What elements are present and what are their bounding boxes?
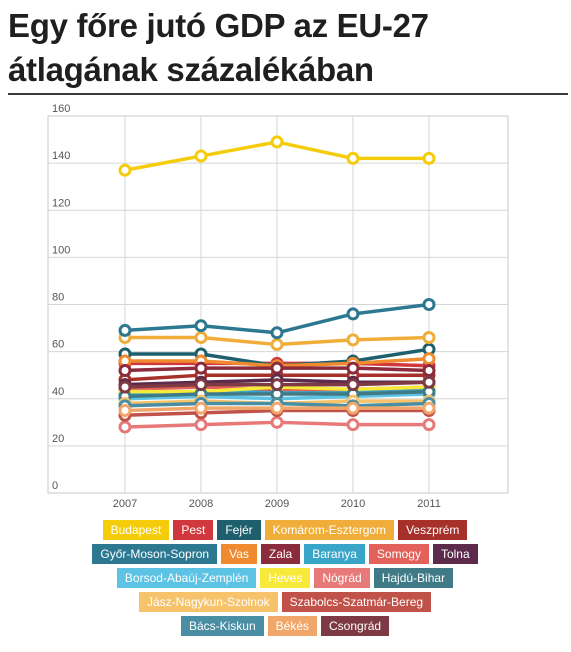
data-point [346, 361, 360, 375]
x-tick-label: 2009 [265, 498, 289, 510]
data-point [422, 298, 436, 311]
data-point [194, 330, 208, 344]
y-tick-label: 40 [52, 386, 64, 398]
legend-item: Zala [260, 544, 301, 564]
chart-title: Egy főre jutó GDP az EU-27 átlagának szá… [8, 4, 568, 92]
series-csongrád [118, 375, 436, 394]
series-nógrád [118, 415, 436, 434]
legend-item: Hajdú-Bihar [373, 568, 454, 588]
legend-item: Szabolcs-Szatmár-Bereg [281, 592, 432, 612]
legend-item: Nógrád [314, 568, 370, 588]
data-point [194, 319, 208, 333]
y-tick-label: 160 [52, 103, 70, 115]
legend-item: Veszprém [398, 520, 468, 540]
data-point [118, 380, 132, 394]
data-point [194, 361, 208, 375]
data-point [346, 151, 360, 165]
data-point [118, 363, 132, 377]
legend-row: Budapest Pest Fejér Komárom-Esztergom Veszpr… [30, 520, 540, 540]
legend-item: Budapest [102, 520, 170, 540]
data-point [422, 330, 436, 344]
x-tick-label: 2011 [417, 498, 441, 510]
data-point [270, 415, 284, 429]
data-point [270, 401, 284, 415]
legend-item: Bács-Kiskun [180, 616, 264, 636]
legend-item: Győr-Moson-Sopron [92, 544, 218, 564]
data-point [118, 404, 132, 418]
y-tick-label: 0 [52, 480, 58, 492]
chart-legend: Budapest Pest Fejér Komárom-Esztergom Veszpr… [30, 520, 540, 640]
series-győr-moson-sopron [118, 298, 436, 340]
y-tick-label: 120 [52, 197, 70, 209]
data-point [118, 323, 132, 337]
legend-item: Somogy [368, 544, 429, 564]
y-tick-label: 20 [52, 433, 64, 445]
data-point [118, 420, 132, 434]
data-point [270, 135, 284, 149]
data-point [118, 163, 132, 177]
legend-item: Pest [173, 520, 214, 540]
legend-item: Fejér [217, 520, 261, 540]
legend-item: Jász-Nagykun-Szolnok [138, 592, 278, 612]
legend-item: Baranya [304, 544, 365, 564]
data-point [422, 352, 436, 366]
data-point [194, 149, 208, 163]
chart-title-line-1: Egy főre jutó GDP az EU-27 [8, 7, 429, 44]
legend-row: Győr-Moson-Sopron Vas Zala Baranya Somogy Tol… [30, 544, 540, 564]
y-tick-label: 140 [52, 150, 70, 162]
legend-item: Csongrád [321, 616, 390, 636]
y-tick-label: 100 [52, 244, 70, 256]
data-point [422, 151, 436, 165]
legend-row: Bács-Kiskun Békés Csongrád [30, 616, 540, 636]
data-point [422, 363, 436, 377]
series-komárom-esztergom [118, 330, 436, 352]
series-békés [118, 401, 436, 418]
legend-row: Borsod-Abaúj-Zemplén Heves Nógrád Hajdú-Bih… [30, 568, 540, 588]
x-tick-label: 2010 [341, 498, 365, 510]
data-point [270, 326, 284, 340]
data-point [346, 333, 360, 347]
data-point [270, 378, 284, 392]
data-point [194, 418, 208, 432]
legend-item: Komárom-Esztergom [264, 520, 395, 540]
data-point [270, 338, 284, 352]
data-point [194, 401, 208, 415]
legend-item: Borsod-Abaúj-Zemplén [116, 568, 257, 588]
legend-item: Vas [221, 544, 257, 564]
y-tick-label: 80 [52, 292, 64, 304]
data-point [346, 401, 360, 415]
x-tick-label: 2007 [113, 498, 137, 510]
data-point [422, 375, 436, 389]
series-zala [118, 361, 436, 377]
chart-title-line-2: átlagának százalékában [8, 51, 374, 88]
y-tick-label: 60 [52, 339, 64, 351]
data-point [422, 418, 436, 432]
series-budapest [118, 135, 436, 177]
legend-row: Jász-Nagykun-Szolnok Szabolcs-Szatmár-Ber… [30, 592, 540, 612]
legend-item: Békés [267, 616, 318, 636]
data-point [194, 378, 208, 392]
data-point [346, 307, 360, 321]
line-chart: 0 20 40 60 80 100 120 140 160 2007 2008 2009 2010 201… [47, 103, 509, 510]
title-underline [8, 93, 568, 95]
x-tick-label: 2008 [189, 498, 213, 510]
legend-item: Tolna [432, 544, 478, 564]
legend-item: Heves [260, 568, 311, 588]
data-point [422, 401, 436, 415]
data-point [346, 378, 360, 392]
data-point [346, 418, 360, 432]
data-point [270, 361, 284, 375]
